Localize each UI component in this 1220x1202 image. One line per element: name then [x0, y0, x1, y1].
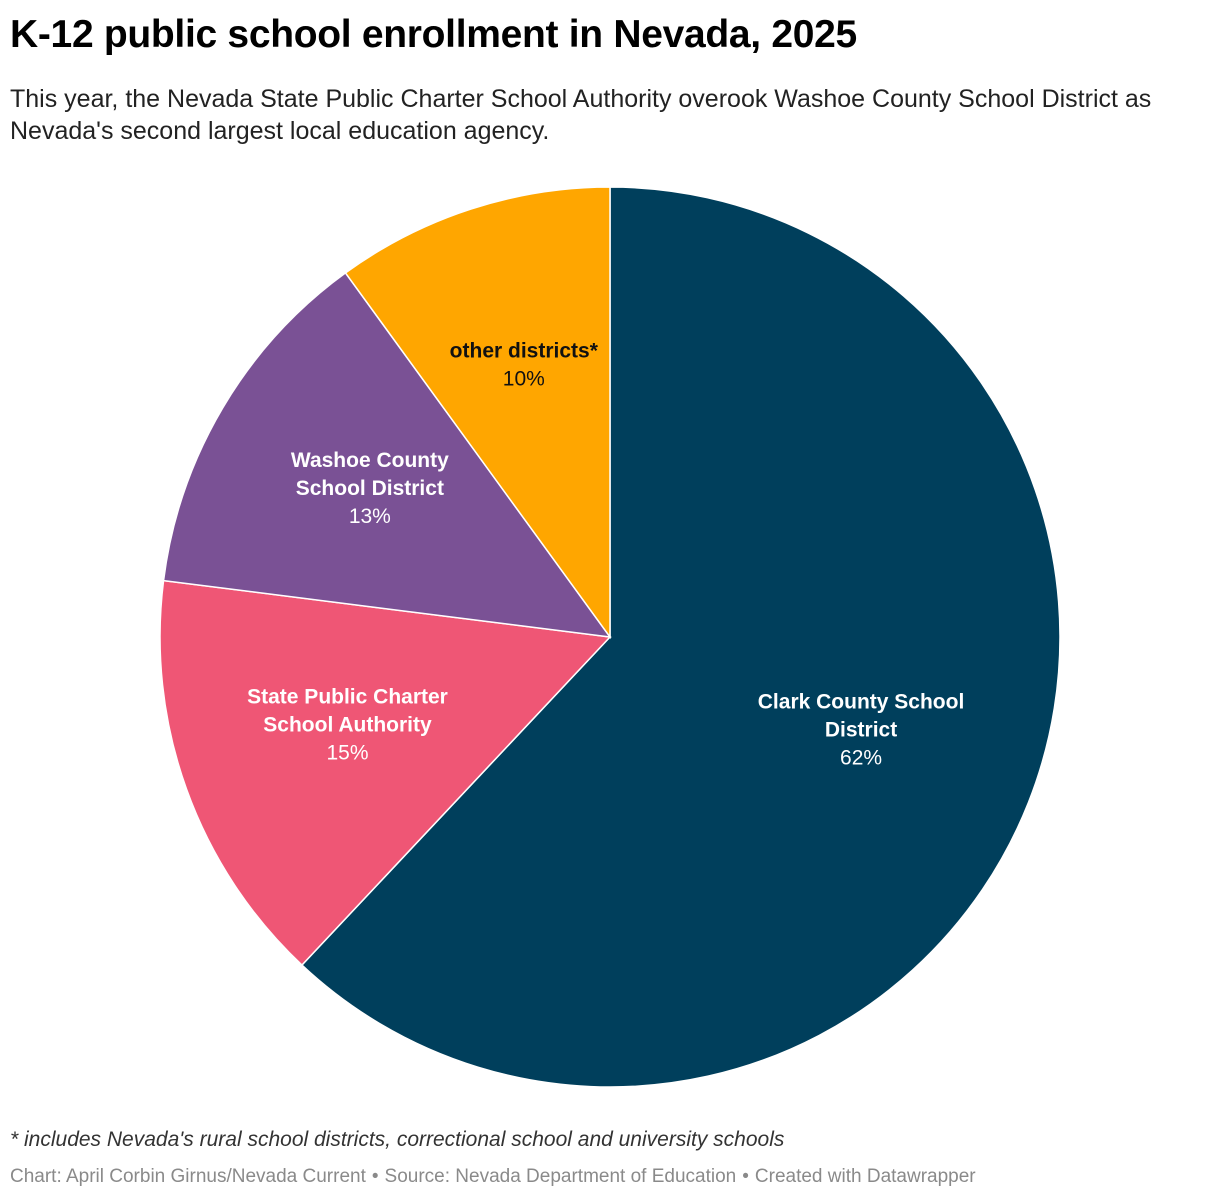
- credits-line: Chart: April Corbin Girnus/Nevada Curren…: [10, 1164, 976, 1190]
- pie-label-name: District: [825, 718, 897, 741]
- pie-label-name: School District: [296, 477, 444, 500]
- credit-source: Source: Nevada Department of Education: [384, 1166, 737, 1187]
- pie-slices: [159, 186, 1061, 1088]
- pie-label-value: 10%: [503, 368, 545, 391]
- pie-label-clark-county-school-district: Clark County School District 62%: [758, 690, 965, 769]
- pie-label-name: other districts*: [450, 340, 599, 363]
- pie-label-value: 15%: [326, 742, 368, 765]
- pie-label-washoe-county-school-district: Washoe County School District 13%: [291, 449, 449, 528]
- chart-subtitle: This year, the Nevada State Public Chart…: [10, 85, 1152, 145]
- pie-chart-container: Clark County School District 62% State Publ…: [0, 150, 1220, 1110]
- pie-slice-state-public-charter-school-authority: [159, 579, 612, 967]
- credit-separator: •: [371, 1166, 379, 1187]
- pie-label-name: School Authority: [263, 714, 432, 737]
- credit-separator: •: [742, 1166, 749, 1187]
- pie-label-state-public-charter-school-authority: State Public Charter School Authority 15%: [247, 686, 448, 765]
- pie-label-name: Clark County School: [758, 690, 965, 713]
- chart-title: K-12 public school enrollment in Nevada,…: [10, 13, 857, 56]
- credit-author: Chart: April Corbin Girnus/Nevada Curren…: [10, 1166, 366, 1187]
- pie-labels: Clark County School District 62% State Publ…: [247, 340, 964, 770]
- pie-slice-clark-county-school-district: [300, 186, 1061, 1088]
- pie-label-other-districts: other districts* 10%: [450, 340, 599, 391]
- pie-slice-other-districts: [344, 186, 611, 640]
- pie-label-value: 13%: [349, 505, 391, 528]
- pie-label-value: 62%: [840, 746, 882, 769]
- pie-slice-washoe-county-school-district: [162, 271, 612, 638]
- pie-label-name: Washoe County: [291, 449, 449, 472]
- footnote: * includes Nevada's rural school distric…: [10, 1128, 785, 1151]
- credit-tool: Created with Datawrapper: [754, 1166, 976, 1187]
- pie-chart: Clark County School District 62% State Publ…: [159, 186, 1061, 1088]
- pie-label-name: State Public Charter: [247, 686, 448, 709]
